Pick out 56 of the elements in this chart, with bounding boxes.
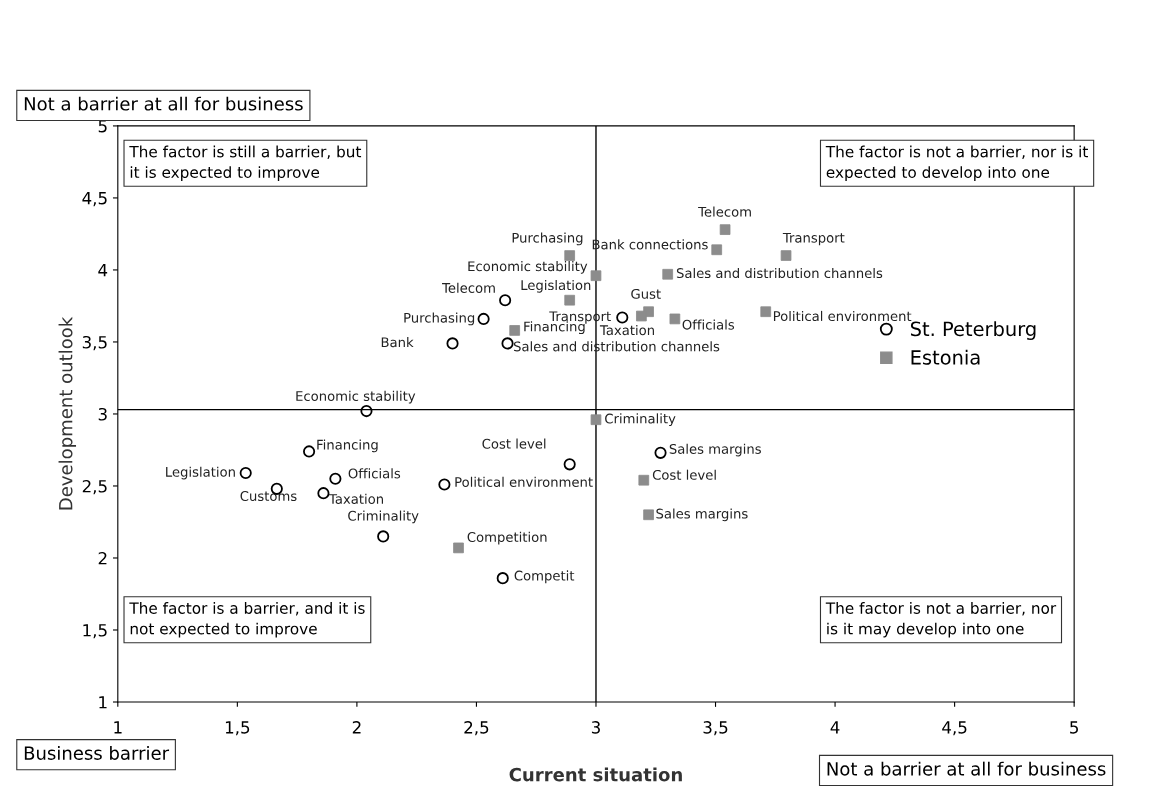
annotation: Gust	[631, 288, 661, 299]
y-tick-label: 3,5	[82, 335, 107, 351]
annotation: Economic stability	[468, 260, 588, 274]
annotation: Sales margins	[669, 443, 761, 457]
annotation: Officials	[348, 468, 401, 479]
annotation: Sales margins	[656, 508, 748, 522]
annotation: Sales and distribution channels	[676, 267, 883, 279]
annotation: The factor is not a barrier, nor is it may develop into one	[825, 602, 1057, 638]
annotation: Competition	[467, 531, 547, 545]
annotation: The factor is a barrier, and it is not expected to improve	[129, 602, 365, 638]
legend-label: Estonia	[911, 349, 980, 365]
annotation: Customs	[240, 491, 297, 502]
y-tick-label: 1	[99, 696, 107, 709]
y-tick-label: 4,5	[82, 192, 107, 207]
annotation: Telecom	[698, 206, 751, 217]
annotation: Legislation	[521, 279, 591, 293]
annotation: Purchasing	[512, 232, 583, 246]
annotation: Officials	[682, 319, 735, 330]
annotation: Taxation	[599, 324, 654, 336]
annotation: The factor is still a barrier, but it is expected to improve	[129, 145, 362, 181]
y-tick-label: 3	[98, 407, 107, 421]
x-tick-label: 1	[114, 721, 122, 734]
y-tick-label: 2	[98, 551, 107, 565]
x-tick-label: 5	[1070, 721, 1078, 734]
text: Business barrier	[24, 745, 170, 760]
annotation: Cost level	[652, 469, 716, 480]
annotation: Purchasing	[404, 312, 475, 326]
y-axis-title: Development outlook	[58, 316, 77, 510]
x-tick-label: 3,5	[703, 721, 728, 736]
annotation: Bank	[381, 337, 414, 348]
annotation: Transport	[782, 232, 845, 246]
annotation: Political environment	[455, 476, 593, 487]
x-tick-label: 2,5	[464, 721, 489, 736]
text: Not a barrier at all for business	[24, 96, 303, 111]
annotation: Taxation	[328, 493, 383, 504]
annotation: Competit	[514, 570, 575, 584]
x-tick-label: 3	[591, 721, 600, 734]
x-tick-label: 4,5	[942, 721, 967, 736]
annotation: Cost level	[482, 438, 546, 449]
y-tick-label: 1,5	[83, 624, 107, 639]
x-tick-label: 4	[830, 721, 840, 734]
x-tick-label: 2	[352, 721, 361, 734]
y-tick-label: 4	[98, 264, 108, 277]
x-axis-title: Current situation	[509, 767, 682, 782]
legend-label: St. Peterburg	[910, 321, 1036, 340]
text: Not a barrier at all for business	[827, 761, 1106, 776]
annotation: Criminality	[605, 413, 676, 427]
y-tick-label: 2,5	[82, 479, 107, 495]
annotation: Legislation	[166, 466, 235, 480]
annotation: Political environment	[773, 310, 912, 322]
x-tick-label: 1,5	[225, 721, 250, 736]
annotation: Telecom	[442, 282, 495, 293]
annotation: Economic stability	[296, 390, 416, 404]
annotation: Criminality	[348, 510, 419, 524]
annotation: Financing	[317, 439, 378, 453]
annotation: The factor is not a barrier, nor is it expected to develop into one	[825, 145, 1088, 181]
